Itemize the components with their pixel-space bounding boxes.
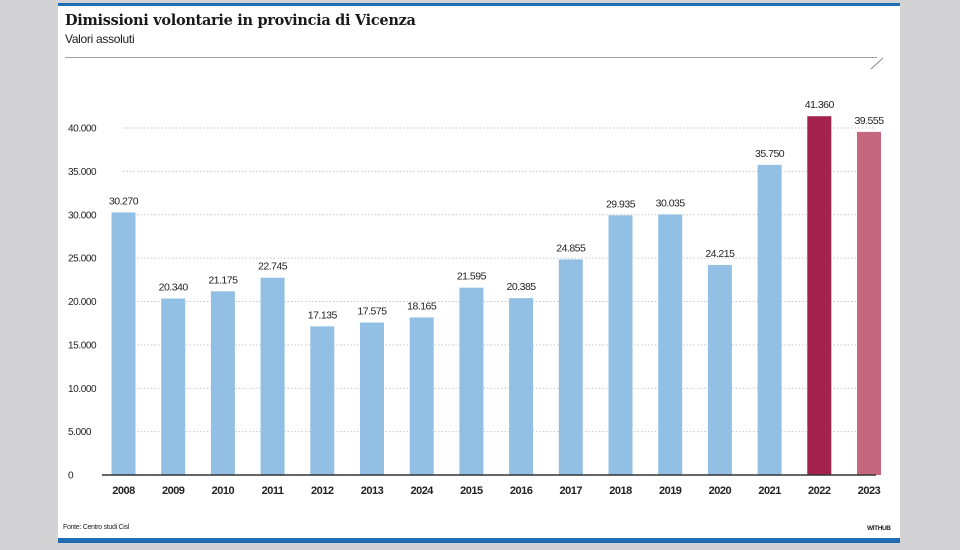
y-axis-ticks: 0 5.000 10.000 15.000 20.000 25.000 30.000 35.0… <box>68 124 97 482</box>
bar-2017 <box>558 259 583 475</box>
bar-2018 <box>608 215 633 475</box>
y-tick-label: 0 <box>68 471 74 482</box>
value-label: 17.575 <box>357 306 387 318</box>
y-tick-label: 30.000 <box>68 210 97 221</box>
value-label: 22.745 <box>258 261 288 273</box>
bar-2009 <box>161 298 186 475</box>
value-label: 41.360 <box>805 99 835 111</box>
y-tick-label: 10.000 <box>68 384 97 395</box>
bar-2012 <box>310 326 335 475</box>
value-label: 24.855 <box>556 242 586 254</box>
bar-2010 <box>210 291 235 475</box>
value-label: 39.555 <box>854 115 884 127</box>
x-tick-label: 2022 <box>808 485 831 497</box>
y-tick-label: 5.000 <box>68 427 92 438</box>
y-tick-label: 25.000 <box>68 254 97 265</box>
bar-2011 <box>260 277 285 475</box>
value-label: 21.595 <box>457 271 487 283</box>
credit-logo: WITHUB <box>867 525 891 532</box>
chart-title: Dimissioni volontarie in provincia di Vi… <box>65 12 416 29</box>
x-tick-label: 2012 <box>311 485 334 497</box>
bar-2024 <box>409 317 434 475</box>
x-tick-label: 2016 <box>510 485 533 497</box>
bar-2008 <box>111 212 136 475</box>
value-label: 18.165 <box>407 300 437 312</box>
chart-card: Dimissioni volontarie in provincia di Vi… <box>58 3 900 543</box>
value-label: 21.175 <box>208 274 238 286</box>
bar-2015 <box>459 287 484 475</box>
bar-2019 <box>658 214 683 475</box>
bar-2023 <box>857 131 881 475</box>
bottom-rule <box>58 538 900 543</box>
value-labels: 30.270 20.340 21.175 22.745 17.135 17.575 18.1… <box>109 99 885 321</box>
value-label: 20.385 <box>507 281 537 293</box>
x-tick-label: 2018 <box>609 485 632 497</box>
value-label: 17.135 <box>308 309 338 321</box>
bar-2022 <box>807 116 832 476</box>
value-label: 20.340 <box>159 282 189 294</box>
y-tick-label: 35.000 <box>68 167 97 178</box>
value-label: 35.750 <box>755 148 785 160</box>
header-divider <box>65 57 877 58</box>
bar-2020 <box>707 264 732 475</box>
x-tick-label: 2023 <box>858 485 881 497</box>
x-tick-label: 2011 <box>262 485 284 497</box>
x-tick-label: 2010 <box>212 485 235 497</box>
bar-2016 <box>509 298 534 475</box>
x-tick-label: 2021 <box>758 485 781 497</box>
y-tick-label: 40.000 <box>68 124 97 135</box>
top-rule <box>58 3 900 6</box>
bars <box>111 116 881 476</box>
bar-2013 <box>360 322 384 475</box>
x-tick-label: 2009 <box>162 485 185 497</box>
bar-chart: 0 5.000 10.000 15.000 20.000 25.000 30.000 35.0… <box>68 99 885 497</box>
x-tick-label: 2024 <box>410 485 434 497</box>
x-tick-label: 2017 <box>560 485 583 497</box>
divider-slash-icon <box>870 57 884 70</box>
value-label: 24.215 <box>705 248 735 260</box>
x-tick-label: 2015 <box>460 485 483 497</box>
value-label: 30.270 <box>109 195 139 207</box>
chart-subtitle: Valori assoluti <box>65 32 135 46</box>
bar-2021 <box>757 164 782 475</box>
x-axis-ticks: 2008 2009 2010 2011 2012 2013 2024 2015 2016 2017… <box>102 474 881 497</box>
source-note: Fonte: Centro studi Cisl <box>63 524 129 531</box>
gridlines <box>123 127 876 433</box>
x-tick-label: 2020 <box>709 485 732 497</box>
value-label: 29.935 <box>606 198 636 210</box>
y-tick-label: 20.000 <box>68 297 97 308</box>
x-tick-label: 2019 <box>659 485 682 497</box>
value-label: 30.035 <box>656 197 686 209</box>
y-tick-label: 15.000 <box>68 340 97 351</box>
x-tick-label: 2013 <box>361 485 384 497</box>
x-tick-label: 2008 <box>112 485 135 497</box>
